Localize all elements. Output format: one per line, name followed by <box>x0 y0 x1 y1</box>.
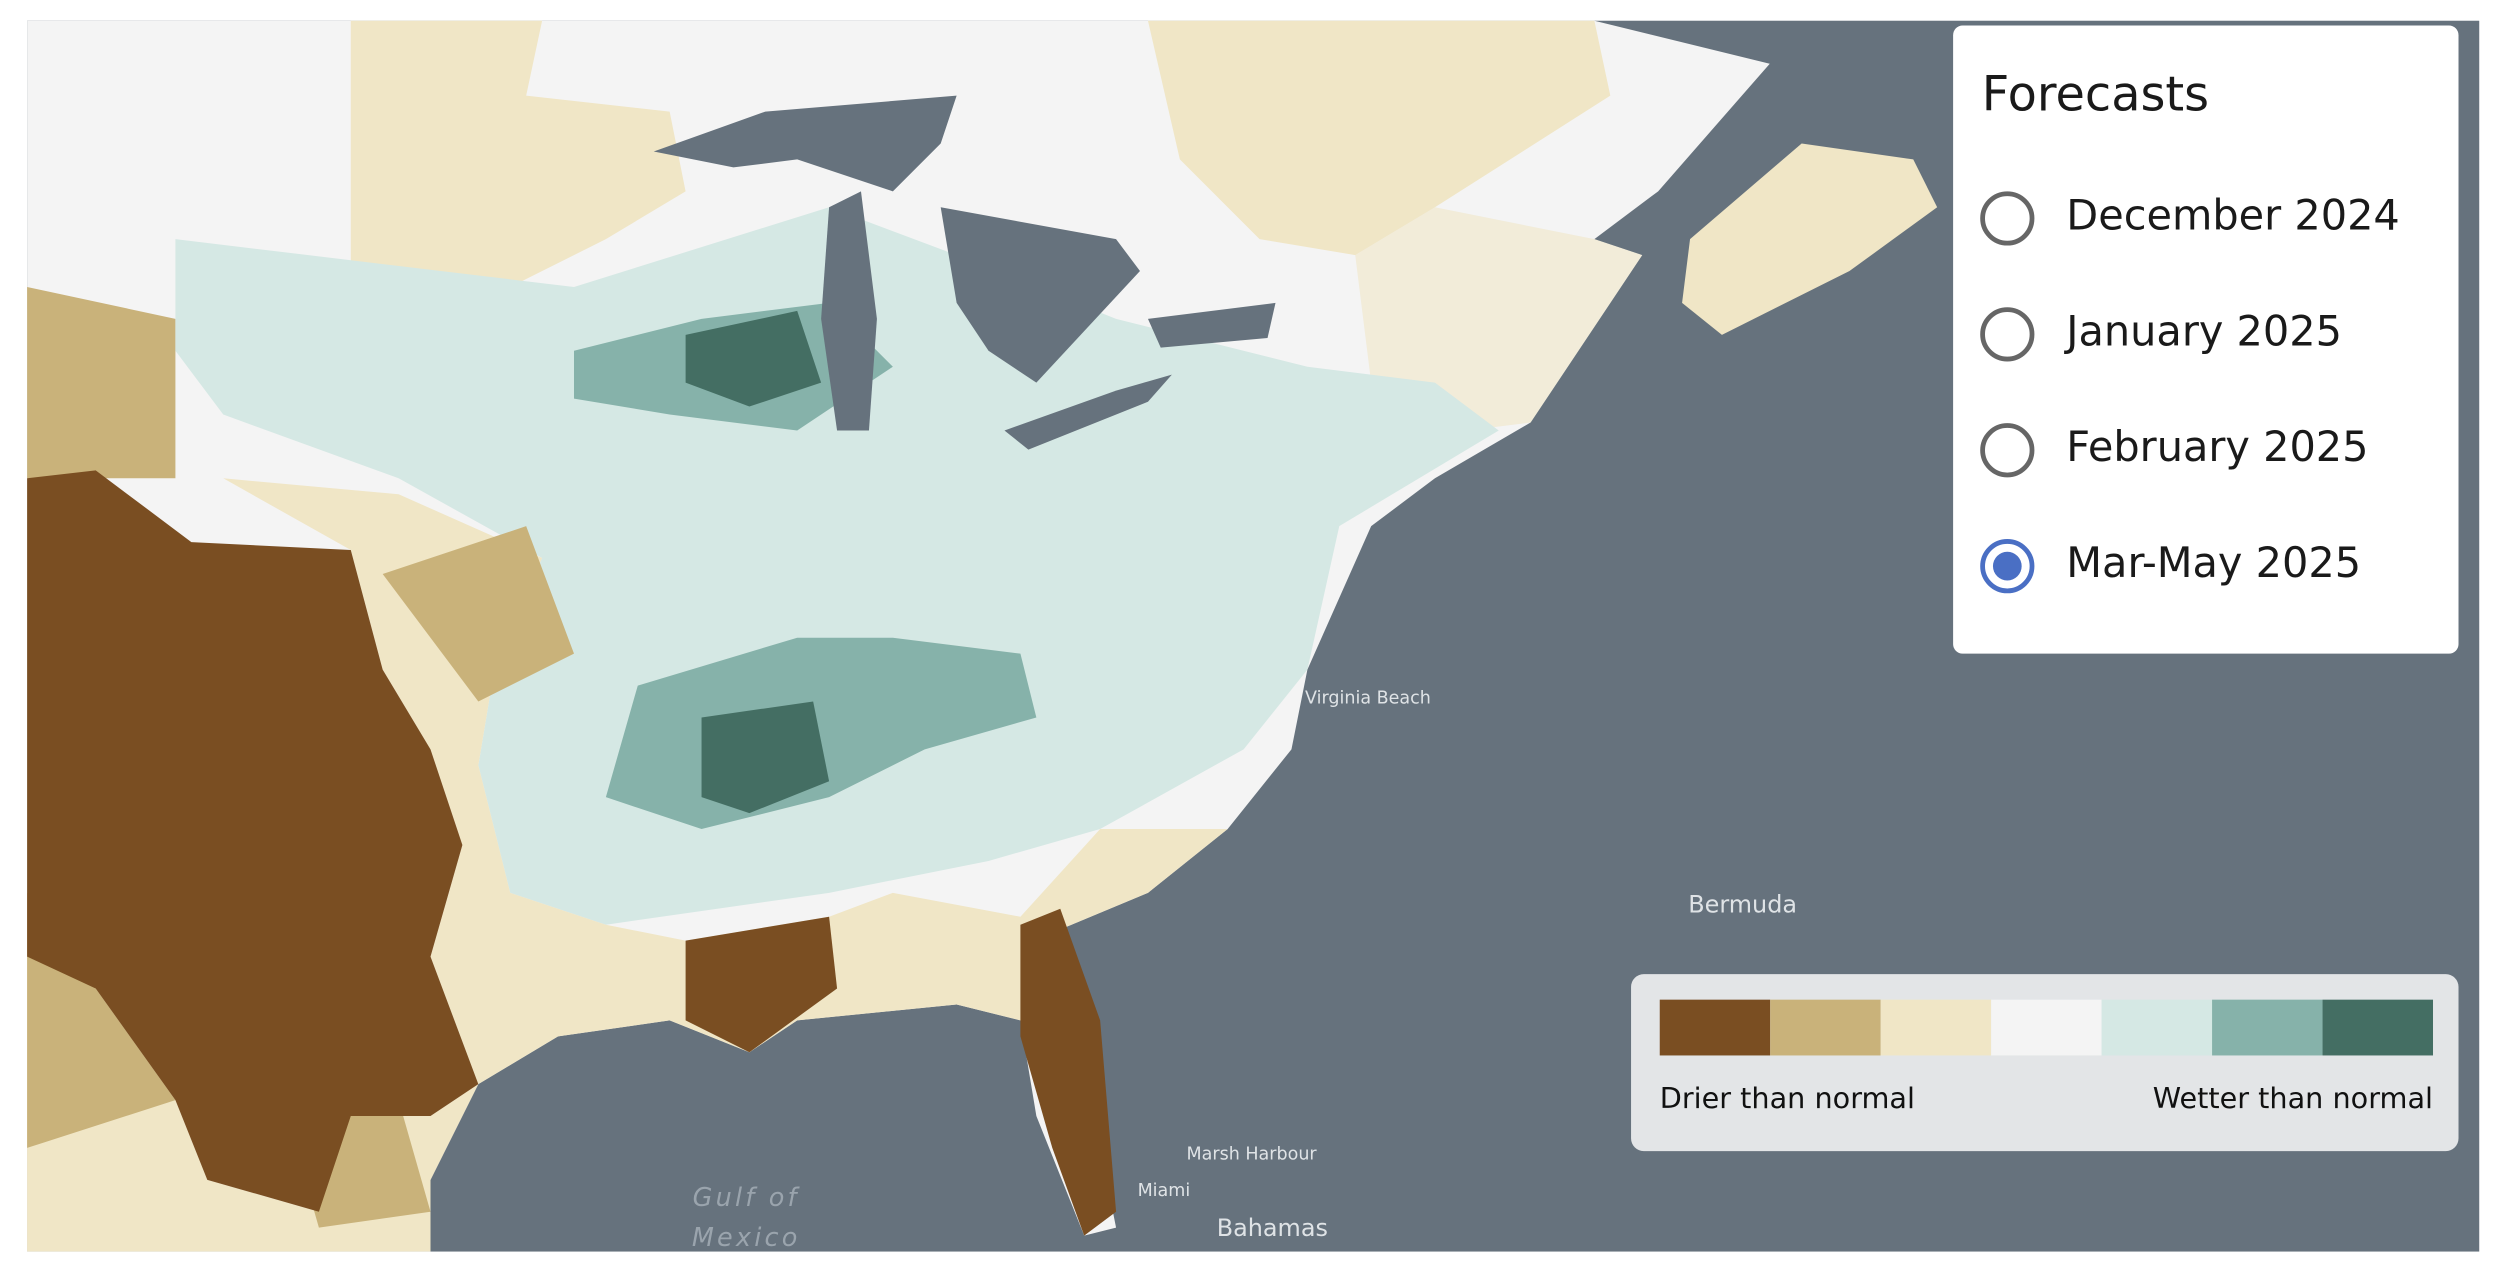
place-label: Bermuda <box>1688 891 1797 919</box>
land <box>27 20 1938 1252</box>
legend-swatch <box>1770 999 1881 1056</box>
radio-dot <box>1992 551 2022 581</box>
legend-swatch <box>1880 999 1992 1056</box>
option-label[interactable]: Mar-May 2025 <box>2066 539 2361 587</box>
forecast-option[interactable]: February 2025 <box>1980 423 2369 478</box>
legend-swatch <box>1659 999 1771 1056</box>
option-label[interactable]: December 2024 <box>2066 191 2400 239</box>
legend-swatch <box>2101 999 2213 1056</box>
legend-low-label: Drier than normal <box>1660 1081 1915 1115</box>
great-lakes <box>653 95 1276 450</box>
panel-title: Forecasts <box>1982 67 2209 122</box>
forecast-option[interactable]: Mar-May 2025 <box>1980 539 2361 594</box>
legend-high-label: Wetter than normal <box>2153 1081 2433 1115</box>
legend-swatch <box>1991 999 2102 1056</box>
radio-button[interactable] <box>1980 191 2035 246</box>
forecast-option[interactable]: December 2024 <box>1980 191 2400 246</box>
legend-swatch <box>2212 999 2323 1056</box>
forecast-panel <box>1953 25 2459 654</box>
place-label: Virginia Beach <box>1305 688 1431 708</box>
forecast-option[interactable]: January 2025 <box>1980 307 2342 362</box>
legend-swatch <box>2322 999 2434 1056</box>
option-label[interactable]: January 2025 <box>2063 307 2342 355</box>
radio-button[interactable] <box>1980 307 2035 362</box>
place-label: Gulf of <box>693 1183 801 1213</box>
place-label: Mexico <box>692 1223 801 1253</box>
place-label: Marsh Harbour <box>1187 1144 1318 1164</box>
place-label: Miami <box>1138 1181 1191 1201</box>
radio-button[interactable] <box>1980 423 2035 478</box>
place-label: Bahamas <box>1217 1214 1328 1242</box>
option-label[interactable]: February 2025 <box>2066 423 2368 471</box>
